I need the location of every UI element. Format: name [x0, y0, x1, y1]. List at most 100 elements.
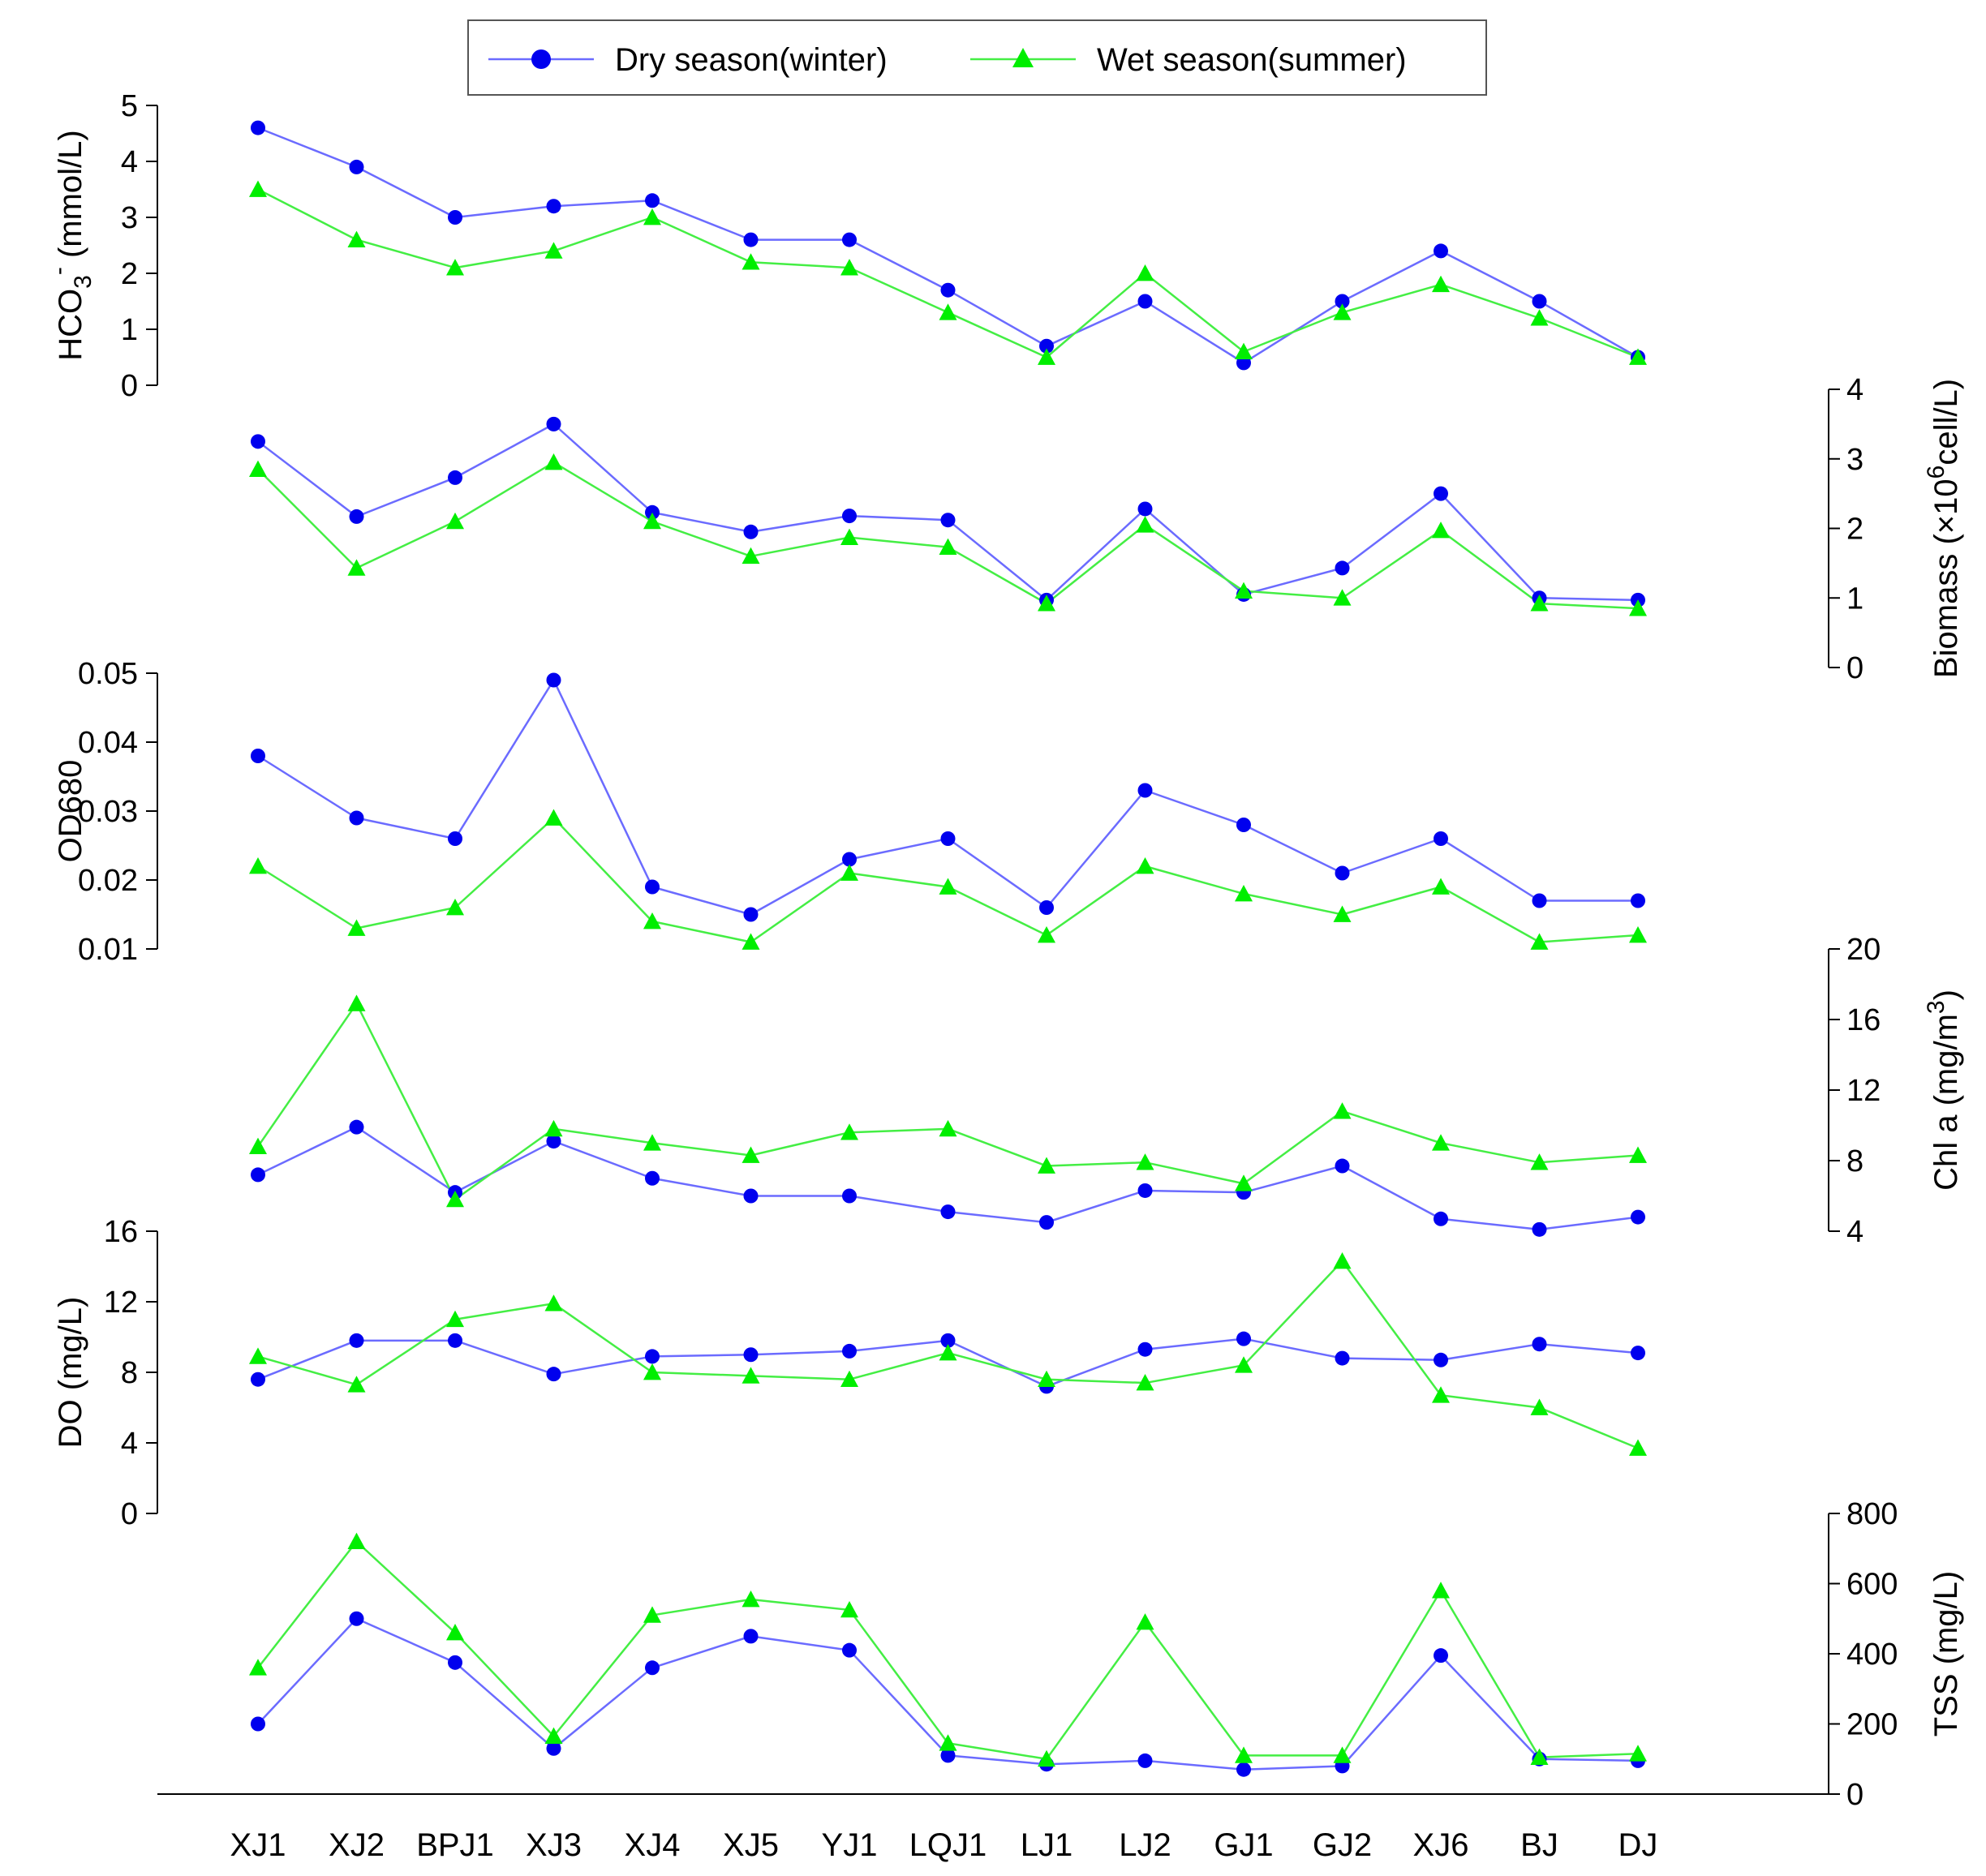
tss-tick-label: 600 — [1846, 1568, 1898, 1602]
do-tick-label: 4 — [121, 1427, 138, 1461]
chla-dry-point — [349, 1119, 364, 1135]
od680-dry-point — [1631, 893, 1645, 908]
x-tick-label: GJ2 — [1313, 1827, 1372, 1863]
x-tick-label: XJ6 — [1413, 1827, 1469, 1863]
hco3-dry-point — [1335, 294, 1350, 309]
panel-od680: 0.01 0.02 0.03 0.04 0.05 OD680 — [53, 657, 1647, 967]
chla-dry-point — [1039, 1215, 1054, 1230]
tss-wet-point — [643, 1606, 661, 1623]
biomass-dry-point — [448, 470, 462, 485]
od680-dry-point — [1335, 865, 1350, 881]
chla-wet-point — [643, 1134, 661, 1151]
od680-dry-point — [743, 907, 759, 922]
chla-dry-point — [940, 1204, 956, 1220]
hco3-dry-point — [546, 199, 561, 214]
hco3-wet-point — [1235, 342, 1253, 359]
hco3-axis-title: HCO3- (mmol/L) — [45, 130, 97, 360]
do-dry-point — [743, 1347, 759, 1363]
hco3-wet-point — [939, 303, 957, 320]
x-tick-label: GJ1 — [1214, 1827, 1273, 1863]
chla-dry-point — [546, 1134, 561, 1149]
legend-box — [467, 19, 1487, 96]
od680-dry-point — [1236, 818, 1251, 832]
do-wet-point — [446, 1310, 464, 1328]
hco3-tick-label: 4 — [121, 145, 138, 179]
hco3-wet-point — [544, 242, 563, 259]
do-tick-label: 8 — [121, 1356, 138, 1390]
do-wet-point — [1136, 1374, 1154, 1391]
biomass-dry-point — [842, 509, 857, 524]
do-dry-point — [1532, 1337, 1547, 1352]
od680-dry-point — [842, 852, 857, 867]
do-dry-point — [1434, 1352, 1448, 1367]
chla-dry-point — [1532, 1221, 1547, 1237]
biomass-wet-point — [1530, 595, 1549, 612]
hco3-wet-point — [1038, 348, 1055, 365]
hco3-dry-point — [251, 120, 265, 135]
do-wet-point — [643, 1363, 661, 1380]
do-wet-point — [939, 1344, 957, 1361]
hco3-dry-point — [1039, 338, 1054, 354]
tss-dry-point — [743, 1629, 759, 1644]
od680-dry-point — [940, 831, 956, 846]
tss-wet-point — [249, 1659, 267, 1676]
tss-wet-point — [1038, 1749, 1055, 1767]
do-axis-title: DO (mg/L) — [53, 1297, 88, 1449]
x-tick-label: DJ — [1618, 1827, 1658, 1863]
tss-dry-point — [1137, 1753, 1153, 1768]
tss-wet-point — [1136, 1613, 1154, 1630]
hco3-wet-point — [249, 180, 267, 197]
x-axis: XJ1 XJ2 BPJ1 XJ3 XJ4 XJ5 YJ1 LQJ1 LJ1 LJ2 GJ1 GJ2 XJ… — [157, 1793, 1829, 1863]
chla-tick-label: 20 — [1846, 933, 1881, 967]
od680-axis-title: OD680 — [53, 760, 88, 863]
do-wet-point — [840, 1370, 858, 1388]
biomass-dry-point — [546, 416, 561, 431]
x-tick-label: BPJ1 — [416, 1827, 494, 1863]
hco3-dry-point — [1532, 294, 1547, 309]
biomass-tick-label: 4 — [1846, 373, 1863, 407]
tss-wet-point — [742, 1590, 760, 1608]
tss-wet-point — [840, 1600, 858, 1618]
hco3-dry-point — [1137, 294, 1153, 309]
do-wet-point — [1530, 1398, 1549, 1415]
panel-tss: 0 200 400 600 800 TSS (mg/L) — [249, 1497, 1964, 1812]
chla-wet-point — [544, 1119, 563, 1137]
chla-dry-point — [1434, 1211, 1448, 1226]
hco3-wet-line — [257, 188, 1639, 358]
x-tick-label: LJ2 — [1119, 1827, 1171, 1863]
biomass-tick-label: 1 — [1846, 582, 1863, 616]
chla-dry-point — [1137, 1183, 1153, 1198]
biomass-wet-point — [347, 559, 366, 576]
chla-wet-point — [1136, 1153, 1154, 1170]
biomass-dry-point — [645, 504, 660, 520]
od680-wet-point — [840, 864, 858, 881]
hco3-wet-point — [446, 259, 464, 276]
x-tick-label: XJ5 — [723, 1827, 779, 1863]
biomass-axis-title: Biomass (×106cell/L) — [1923, 379, 1964, 678]
tss-wet-point — [347, 1532, 366, 1549]
od680-wet-point — [1629, 926, 1647, 943]
biomass-wet-point — [840, 528, 858, 545]
do-dry-point — [645, 1349, 660, 1364]
hco3-tick-label: 2 — [121, 257, 138, 291]
hco3-wet-point — [1136, 264, 1154, 281]
hco3-wet-point — [1333, 303, 1352, 320]
od680-wet-point — [1432, 878, 1450, 895]
od680-wet-point — [643, 912, 661, 929]
chla-wet-point — [742, 1146, 760, 1163]
od680-wet-point — [347, 919, 366, 936]
tss-dry-point — [645, 1660, 660, 1676]
chla-wet-point — [1629, 1146, 1647, 1163]
tss-tick-label: 200 — [1846, 1708, 1898, 1742]
hco3-tick-label: 3 — [121, 201, 138, 235]
hco3-tick-label: 1 — [121, 313, 138, 347]
biomass-wet-point — [1432, 522, 1450, 539]
chla-dry-point — [743, 1188, 759, 1204]
od680-dry-point — [645, 879, 660, 895]
legend-label-wet: Wet season(summer) — [1097, 42, 1407, 78]
od680-wet-point — [249, 857, 267, 874]
do-wet-point — [249, 1347, 267, 1364]
hco3-wet-point — [742, 253, 760, 270]
do-wet-point — [1432, 1386, 1450, 1403]
x-tick-label: XJ1 — [230, 1827, 286, 1863]
